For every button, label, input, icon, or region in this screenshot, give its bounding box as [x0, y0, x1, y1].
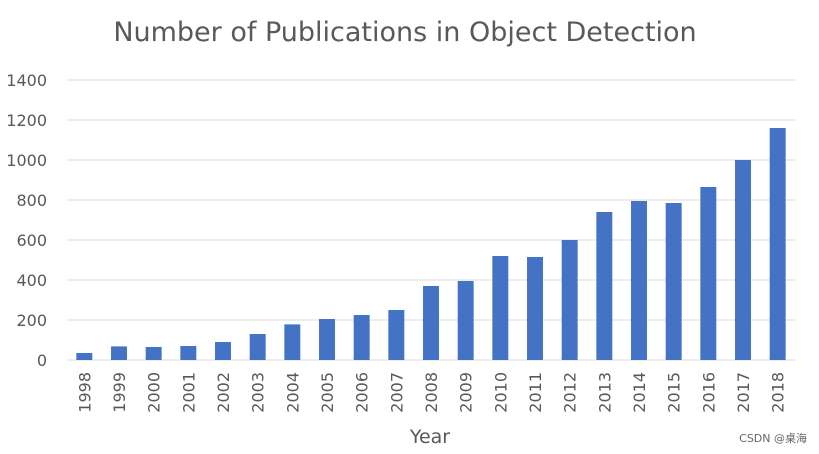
x-tick-label-2002: 2002 [214, 372, 233, 413]
x-tick-label-2018: 2018 [769, 372, 788, 413]
y-axis-ticks: 0 200 400 600 800 1000 1200 1400 [6, 71, 47, 370]
bar-2008 [423, 286, 439, 360]
x-tick-label-2010: 2010 [491, 372, 510, 413]
x-tick-label-2008: 2008 [422, 372, 441, 413]
bar-2007 [388, 310, 405, 360]
y-tick-label: 0 [37, 351, 47, 370]
y-tick-label: 1200 [6, 111, 47, 130]
bar-2010 [492, 256, 509, 360]
x-tick-label-2006: 2006 [353, 372, 372, 413]
bar-2002 [215, 342, 231, 360]
y-tick-label: 1000 [6, 151, 47, 170]
x-tick-label-2016: 2016 [699, 372, 718, 413]
bar-2012 [561, 240, 578, 360]
x-tick-label-2017: 2017 [734, 372, 753, 413]
x-tick-label-2003: 2003 [249, 372, 268, 413]
watermark-text: CSDN @桌海 [739, 432, 807, 445]
chart-title: Number of Publications in Object Detecti… [113, 17, 696, 48]
bar-1998 [76, 353, 93, 360]
x-tick-label-2012: 2012 [561, 372, 580, 413]
bar-2003 [249, 334, 266, 360]
x-tick-label-2000: 2000 [145, 372, 164, 413]
bar-2009 [457, 281, 474, 360]
y-tick-label: 1400 [6, 71, 47, 90]
bar-2005 [319, 319, 335, 360]
bar-2006 [353, 315, 370, 360]
x-tick-label-2014: 2014 [630, 372, 649, 413]
bar-2013 [596, 212, 613, 360]
bar-2015 [665, 203, 682, 360]
x-tick-label-1999: 1999 [110, 372, 129, 413]
x-axis-label: Year [409, 426, 450, 448]
y-tick-label: 200 [16, 311, 47, 330]
x-tick-label-2001: 2001 [179, 372, 198, 413]
x-tick-label-2015: 2015 [665, 372, 684, 413]
bar-2004 [284, 324, 301, 360]
x-tick-label-2011: 2011 [526, 372, 545, 413]
bar-1999 [111, 346, 127, 360]
x-tick-label-1998: 1998 [75, 372, 94, 413]
bar-2016 [700, 187, 717, 360]
y-tick-label: 400 [16, 271, 47, 290]
x-tick-label-2013: 2013 [595, 372, 614, 413]
bar-2017 [735, 160, 751, 360]
x-tick-label-2009: 2009 [457, 372, 476, 413]
y-tick-label: 800 [16, 191, 47, 210]
y-tick-label: 600 [16, 231, 47, 250]
gridlines [67, 79, 795, 361]
bars [76, 128, 786, 360]
bar-2014 [631, 201, 647, 360]
x-tick-label-2004: 2004 [283, 372, 302, 413]
x-axis-ticks: 1998 1999 2000 2001 2002 2003 2004 2005 2006 2007… [75, 372, 787, 413]
bar-2000 [145, 347, 162, 360]
x-tick-label-2005: 2005 [318, 372, 337, 413]
x-tick-label-2007: 2007 [387, 372, 406, 413]
bar-2001 [180, 346, 197, 360]
bar-2011 [527, 257, 543, 360]
bar-2018 [769, 128, 786, 360]
